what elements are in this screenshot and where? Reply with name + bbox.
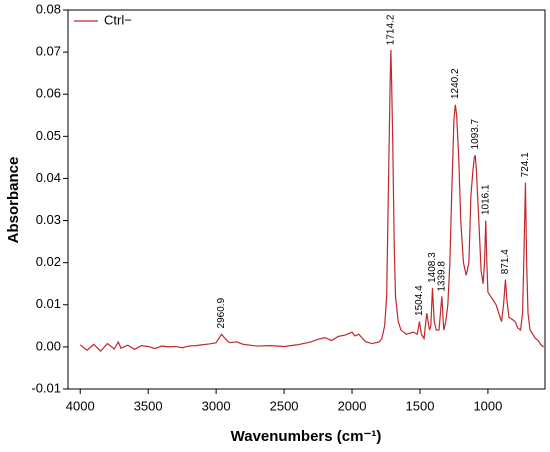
y-tick-label: 0.06 [36, 86, 61, 101]
x-tick-label: 3500 [134, 398, 163, 413]
y-tick-label: 0.01 [36, 296, 61, 311]
y-tick-label: -0.01 [31, 380, 61, 395]
peak-label: 2960.9 [216, 297, 227, 328]
spectrum-line [79, 49, 545, 352]
y-tick-label: 0.03 [36, 212, 61, 227]
peak-label: 1016.1 [480, 184, 491, 215]
y-tick-label: 0.05 [36, 128, 61, 143]
legend-label: Ctrl− [104, 12, 132, 27]
y-tick-label: 0.00 [36, 338, 61, 353]
plot-frame [67, 9, 546, 390]
y-tick-label: 0.02 [36, 254, 61, 269]
x-tick-label: 1500 [406, 398, 435, 413]
peak-label: 1339.8 [436, 261, 447, 292]
peak-label: 1408.3 [427, 252, 438, 283]
y-tick-label: 0.07 [36, 44, 61, 59]
peak-label: 724.1 [520, 152, 531, 177]
peak-label: 1240.2 [450, 68, 461, 99]
x-tick-label: 2000 [338, 398, 367, 413]
peak-label: 1714.2 [386, 14, 397, 45]
y-axis-label: Absorbance [5, 157, 22, 244]
y-tick-label: 0.04 [36, 170, 61, 185]
x-tick-label: 2500 [270, 398, 299, 413]
x-tick-label: 1000 [473, 398, 502, 413]
y-tick-label: 0.08 [36, 1, 61, 16]
x-tick-label: 4000 [66, 398, 95, 413]
x-tick-label: 3000 [202, 398, 231, 413]
peak-label: 1504.4 [414, 285, 425, 316]
peak-label: 871.4 [500, 249, 511, 274]
peak-label: 1093.7 [470, 118, 481, 149]
x-axis-label: Wavenumbers (cm⁻¹) [231, 428, 382, 445]
